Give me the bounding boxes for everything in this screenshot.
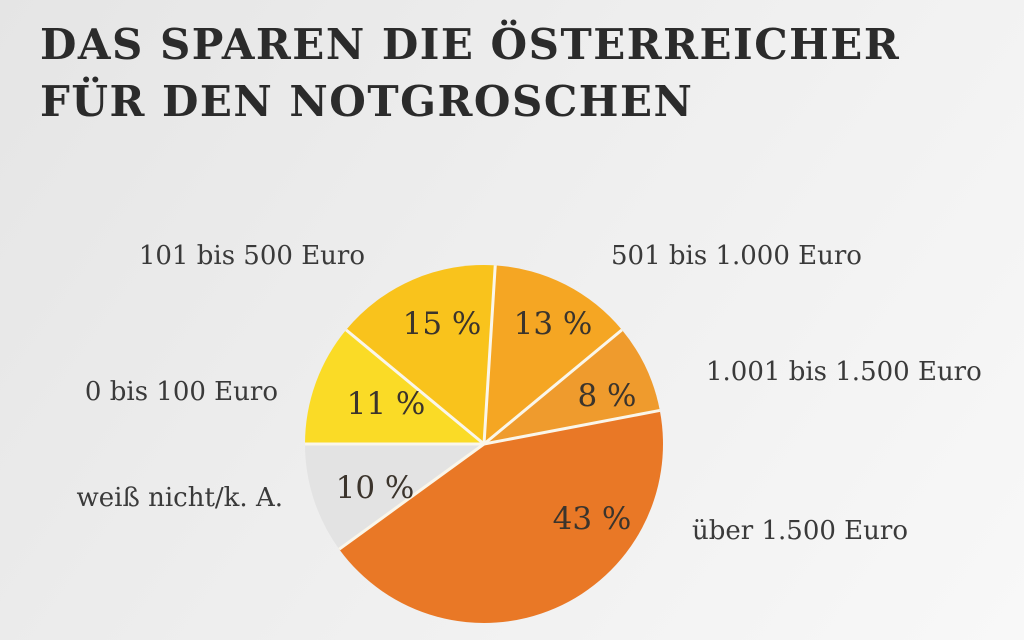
slice-divider-line [338, 442, 485, 551]
pie-slice-wei-nicht-k-a [305, 444, 484, 550]
percent-label-13: 13 % [513, 306, 593, 342]
slice-label-501-bis-1000-euro: 501 bis 1.000 Euro [611, 241, 862, 271]
slice-label-ueber-1500-euro: über 1.500 Euro [692, 516, 908, 546]
slice-label-0-bis-100-euro: 0 bis 100 Euro [84, 377, 278, 407]
pie-slice-ber-1-500-euro [339, 410, 663, 623]
pie-chart-svg [305, 264, 663, 623]
percent-label-11: 11 % [346, 386, 426, 422]
slice-divider-line [483, 328, 623, 446]
slice-divider-line [483, 408, 661, 446]
pie-chart [300, 260, 668, 628]
pie-slice-501-bis-1-000-euro [484, 265, 622, 444]
slice-label-101-bis-500-euro: 101 bis 500 Euro [138, 241, 365, 271]
title-line-2: FÜR DEN NOTGROSCHEN [40, 77, 694, 126]
percent-label-8: 8 % [577, 378, 637, 414]
pie-slice-101-bis-500-euro [346, 264, 496, 444]
percent-label-15: 15 % [402, 306, 482, 342]
slice-label-1001-bis-1500-euro: 1.001 bis 1.500 Euro [706, 357, 982, 387]
percent-label-43: 43 % [552, 501, 632, 537]
percent-label-10: 10 % [335, 470, 415, 506]
slice-divider-line [345, 328, 485, 446]
slice-label-weiss-nicht: weiß nicht/k. A. [76, 483, 284, 513]
slice-divider-line [482, 265, 497, 445]
title-line-1: DAS SPAREN DIE ÖSTERREICHER [40, 20, 901, 69]
pie-slice-0-bis-100-euro [305, 329, 484, 444]
pie-slice-1-001-bis-1-500-euro [484, 329, 660, 444]
page-title: DAS SPAREN DIE ÖSTERREICHER FÜR DEN NOTG… [40, 16, 900, 130]
